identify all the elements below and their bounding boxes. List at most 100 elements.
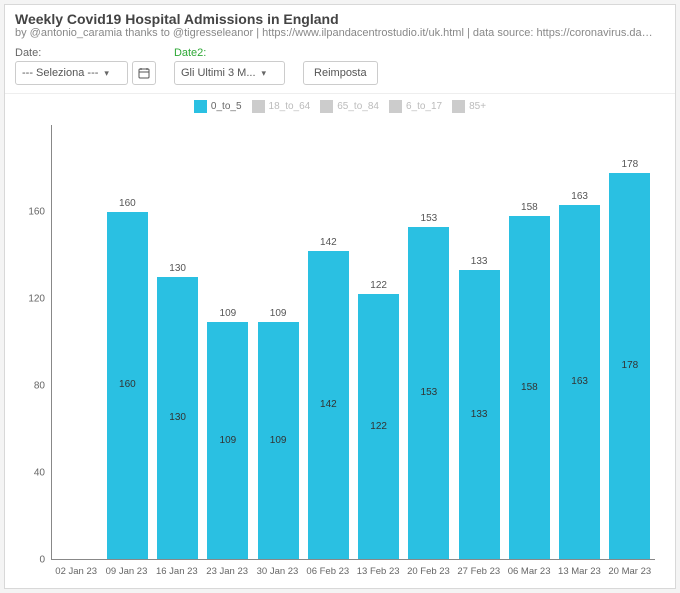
bar-slot: [52, 125, 102, 559]
filter-bar: Date: --- Seleziona --- ▾ Date2: Gli Ult…: [5, 43, 675, 94]
date2-filter: Date2: Gli Ultimi 3 M... ▾: [174, 47, 285, 85]
legend-swatch: [452, 100, 465, 113]
bar-slot: 142 142: [303, 125, 353, 559]
x-tick-label: 16 Jan 23: [152, 562, 202, 584]
bar-mid-label: 153: [421, 387, 438, 398]
bar-mid-label: 130: [169, 412, 186, 423]
bar-slot: 158 158: [504, 125, 554, 559]
legend-item-85+[interactable]: 85+: [452, 100, 486, 113]
x-tick-label: 06 Mar 23: [504, 562, 554, 584]
bar-top-label: 142: [320, 237, 337, 248]
bar-slot: 122 122: [354, 125, 404, 559]
bar-top-label: 133: [471, 256, 488, 267]
bar-mid-label: 109: [220, 435, 237, 446]
x-tick-label: 09 Jan 23: [101, 562, 151, 584]
y-tick: 160: [19, 207, 45, 218]
chevron-down-icon: ▾: [98, 68, 109, 79]
x-tick-label: 23 Jan 23: [202, 562, 252, 584]
bar[interactable]: 163163: [559, 205, 600, 559]
bar-mid-label: 133: [471, 409, 488, 420]
bar-slot: 153 153: [404, 125, 454, 559]
bar-top-label: 130: [169, 263, 186, 274]
bar-mid-label: 163: [571, 376, 588, 387]
y-tick: 80: [19, 381, 45, 392]
x-tick-label: 20 Feb 23: [403, 562, 453, 584]
calendar-icon: [138, 67, 150, 79]
legend-label: 18_to_64: [269, 101, 311, 112]
date-label: Date:: [15, 47, 156, 59]
legend-swatch: [320, 100, 333, 113]
date2-select[interactable]: Gli Ultimi 3 M... ▾: [174, 61, 285, 85]
bar-mid-label: 178: [622, 360, 639, 371]
y-tick: 40: [19, 468, 45, 479]
header: Weekly Covid19 Hospital Admissions in En…: [5, 5, 675, 43]
bar-mid-label: 109: [270, 435, 287, 446]
bar[interactable]: 178178: [609, 173, 650, 559]
x-tick-label: 06 Feb 23: [303, 562, 353, 584]
bar-mid-label: 122: [370, 421, 387, 432]
date-select[interactable]: --- Seleziona --- ▾: [15, 61, 128, 85]
bar[interactable]: 109109: [258, 322, 299, 559]
x-tick-label: 20 Mar 23: [605, 562, 655, 584]
bars-container: 160 160 130 130 109 109 109 109 142 142 122 122 153 1…: [52, 125, 655, 559]
x-tick-label: 13 Mar 23: [554, 562, 604, 584]
legend-label: 65_to_84: [337, 101, 379, 112]
page-title: Weekly Covid19 Hospital Admissions in En…: [15, 11, 665, 27]
y-tick: 120: [19, 294, 45, 305]
bar[interactable]: 142142: [308, 251, 349, 559]
date-select-value: --- Seleziona ---: [22, 67, 98, 79]
bar-slot: 178 178: [605, 125, 655, 559]
legend-item-0_to_5[interactable]: 0_to_5: [194, 100, 242, 113]
bar-slot: 109 109: [203, 125, 253, 559]
plot: 160 160 130 130 109 109 109 109 142 142 122 122 153 1…: [51, 125, 655, 560]
x-tick-label: 30 Jan 23: [252, 562, 302, 584]
bar-mid-label: 158: [521, 382, 538, 393]
bar[interactable]: 158158: [509, 216, 550, 559]
x-tick-label: 13 Feb 23: [353, 562, 403, 584]
reset-button[interactable]: Reimposta: [303, 61, 378, 85]
bar[interactable]: 130130: [157, 277, 198, 559]
legend-swatch: [389, 100, 402, 113]
page-subtitle: by @antonio_caramia thanks to @tigressel…: [15, 27, 655, 39]
date2-select-value: Gli Ultimi 3 M...: [181, 67, 256, 79]
legend-label: 85+: [469, 101, 486, 112]
bar-top-label: 109: [220, 308, 237, 319]
x-axis: 02 Jan 2309 Jan 2316 Jan 2323 Jan 2330 J…: [51, 562, 655, 584]
bar-mid-label: 142: [320, 399, 337, 410]
bar-slot: 130 130: [153, 125, 203, 559]
legend-item-18_to_64[interactable]: 18_to_64: [252, 100, 311, 113]
calendar-button[interactable]: [132, 61, 156, 85]
bar[interactable]: 153153: [408, 227, 449, 559]
bar-top-label: 122: [370, 280, 387, 291]
bar-slot: 133 133: [454, 125, 504, 559]
legend-item-65_to_84[interactable]: 65_to_84: [320, 100, 379, 113]
x-tick-label: 02 Jan 23: [51, 562, 101, 584]
bar-top-label: 153: [421, 213, 438, 224]
bar[interactable]: 133133: [459, 270, 500, 559]
bar-mid-label: 160: [119, 379, 136, 390]
bar-slot: 160 160: [102, 125, 152, 559]
date2-label: Date2:: [174, 47, 285, 59]
legend-label: 6_to_17: [406, 101, 442, 112]
chart-area: 160 160 130 130 109 109 109 109 142 142 122 122 153 1…: [19, 121, 661, 584]
bar[interactable]: 160160: [107, 212, 148, 559]
bar-top-label: 178: [622, 159, 639, 170]
legend-item-6_to_17[interactable]: 6_to_17: [389, 100, 442, 113]
bar-top-label: 158: [521, 202, 538, 213]
bar[interactable]: 122122: [358, 294, 399, 559]
chevron-down-icon: ▾: [256, 68, 267, 79]
bar-top-label: 109: [270, 308, 287, 319]
y-tick: 0: [19, 555, 45, 566]
bar-top-label: 163: [571, 191, 588, 202]
dashboard-panel: Weekly Covid19 Hospital Admissions in En…: [4, 4, 676, 589]
legend-label: 0_to_5: [211, 101, 242, 112]
legend-swatch: [194, 100, 207, 113]
bar-slot: 109 109: [253, 125, 303, 559]
legend-swatch: [252, 100, 265, 113]
legend: 0_to_5 18_to_64 65_to_84 6_to_17 85+: [5, 94, 675, 115]
date-filter: Date: --- Seleziona --- ▾: [15, 47, 156, 85]
x-tick-label: 27 Feb 23: [454, 562, 504, 584]
bar-top-label: 160: [119, 198, 136, 209]
bar-slot: 163 163: [555, 125, 605, 559]
bar[interactable]: 109109: [207, 322, 248, 559]
